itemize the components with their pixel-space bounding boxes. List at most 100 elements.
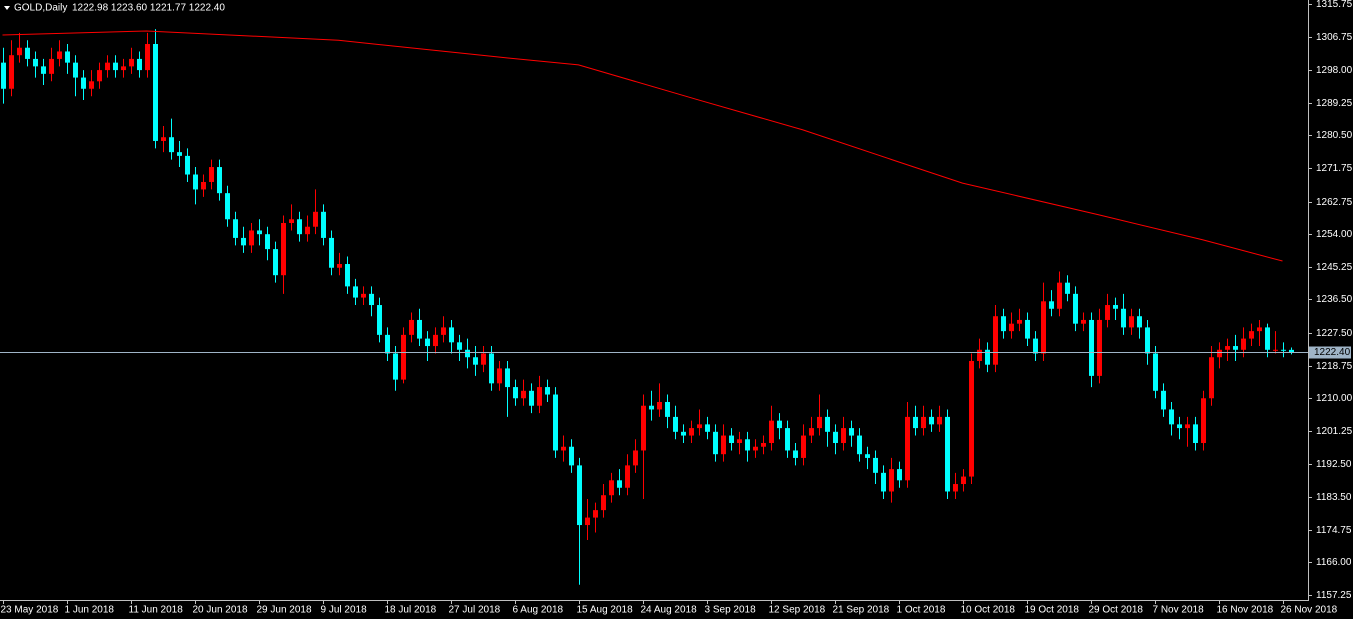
- candle-body: [529, 390, 534, 406]
- candle-body: [337, 264, 342, 268]
- candle-body: [1105, 305, 1110, 320]
- candle-body: [985, 349, 990, 365]
- candle-body: [897, 469, 902, 481]
- candle-body: [1025, 319, 1030, 339]
- candle-body: [1225, 346, 1230, 350]
- candle-body: [881, 472, 886, 492]
- y-tick-label: 1245.25: [1316, 262, 1353, 273]
- candle-body: [681, 431, 686, 436]
- candle-body: [1257, 327, 1262, 332]
- candle-body: [609, 480, 614, 496]
- candle-body: [673, 416, 678, 432]
- candle-body: [825, 416, 830, 432]
- candle-body: [969, 360, 974, 477]
- candle-body: [945, 416, 950, 492]
- candle-body: [993, 316, 998, 365]
- candle-body: [201, 181, 206, 190]
- candle-body: [601, 495, 606, 511]
- candle-body: [441, 327, 446, 335]
- candle-body: [1009, 323, 1014, 332]
- candle-body: [1065, 282, 1070, 294]
- x-tick-label: 21 Sep 2018: [833, 605, 890, 616]
- candle-body: [321, 211, 326, 238]
- y-tick-label: 1218.75: [1316, 361, 1353, 372]
- candle-body: [705, 424, 710, 432]
- candle-body: [753, 446, 758, 451]
- candle-body: [425, 338, 430, 347]
- candle-body: [153, 44, 158, 141]
- y-tick-label: 1254.00: [1316, 229, 1353, 240]
- candle-body: [1273, 349, 1278, 351]
- candle-body: [1001, 316, 1006, 332]
- chart-title: GOLD,Daily: [14, 3, 67, 14]
- candle-body: [161, 137, 166, 141]
- candle-body: [361, 293, 366, 298]
- candle-body: [457, 342, 462, 350]
- candle-body: [217, 167, 222, 194]
- candle-body: [809, 428, 814, 436]
- candle-body: [113, 62, 118, 71]
- candle-body: [65, 51, 70, 63]
- candle-body: [929, 416, 934, 425]
- y-tick-label: 1166.00: [1316, 557, 1352, 568]
- candle-body: [249, 230, 254, 246]
- candle-body: [785, 428, 790, 451]
- candle-body: [489, 353, 494, 384]
- candle-body: [1193, 424, 1198, 444]
- candle-body: [49, 58, 54, 74]
- candle-body: [1177, 424, 1182, 429]
- candle-body: [97, 70, 102, 82]
- candle-body: [369, 293, 374, 306]
- candle-body: [801, 435, 806, 458]
- x-tick-label: 29 Oct 2018: [1089, 605, 1144, 616]
- candle-body: [209, 167, 214, 182]
- candle-body: [1113, 305, 1118, 309]
- y-tick-label: 1183.50: [1316, 492, 1352, 503]
- candle-body: [553, 394, 558, 451]
- x-tick-label: 27 Jul 2018: [449, 605, 501, 616]
- y-tick-label: 1210.00: [1316, 393, 1353, 404]
- candle-body: [777, 420, 782, 429]
- y-tick-label: 1262.75: [1316, 197, 1353, 208]
- x-tick-label: 18 Jul 2018: [385, 605, 437, 616]
- candle-body: [921, 416, 926, 429]
- x-tick-label: 23 May 2018: [1, 605, 59, 616]
- candle-body: [353, 286, 358, 298]
- candle-body: [225, 193, 230, 220]
- y-tick-label: 1306.75: [1316, 32, 1353, 43]
- y-tick-label: 1236.50: [1316, 294, 1353, 305]
- y-tick-label: 1298.00: [1316, 65, 1353, 76]
- candle-body: [137, 58, 142, 71]
- candle-body: [1129, 316, 1134, 328]
- x-tick-label: 1 Oct 2018: [897, 605, 946, 616]
- y-tick-label: 1280.50: [1316, 130, 1353, 141]
- candle-body: [305, 226, 310, 235]
- candle-body: [865, 454, 870, 458]
- candle-body: [849, 428, 854, 436]
- candle-body: [937, 416, 942, 425]
- candle-body: [473, 357, 478, 365]
- candle-body: [233, 219, 238, 238]
- candle-body: [1249, 331, 1254, 339]
- candle-body: [729, 435, 734, 444]
- candle-body: [329, 237, 334, 268]
- candle-body: [513, 387, 518, 399]
- candle-body: [1265, 327, 1270, 350]
- candle-body: [273, 249, 278, 276]
- candle-body: [393, 353, 398, 380]
- candle-body: [689, 428, 694, 436]
- candle-body: [481, 353, 486, 365]
- x-tick-label: 6 Aug 2018: [513, 605, 564, 616]
- candle-body: [345, 264, 350, 287]
- candle-body: [1145, 327, 1150, 354]
- candle-body: [697, 424, 702, 429]
- candle-body: [409, 319, 414, 335]
- candle-body: [297, 219, 302, 235]
- quote: 1222.98 1223.60 1221.77 1222.40: [72, 3, 225, 14]
- candle-body: [1217, 349, 1222, 358]
- candle-body: [769, 420, 774, 444]
- menu-arrow[interactable]: [4, 6, 10, 10]
- x-tick-label: 1 Jun 2018: [65, 605, 115, 616]
- candle-body: [793, 450, 798, 458]
